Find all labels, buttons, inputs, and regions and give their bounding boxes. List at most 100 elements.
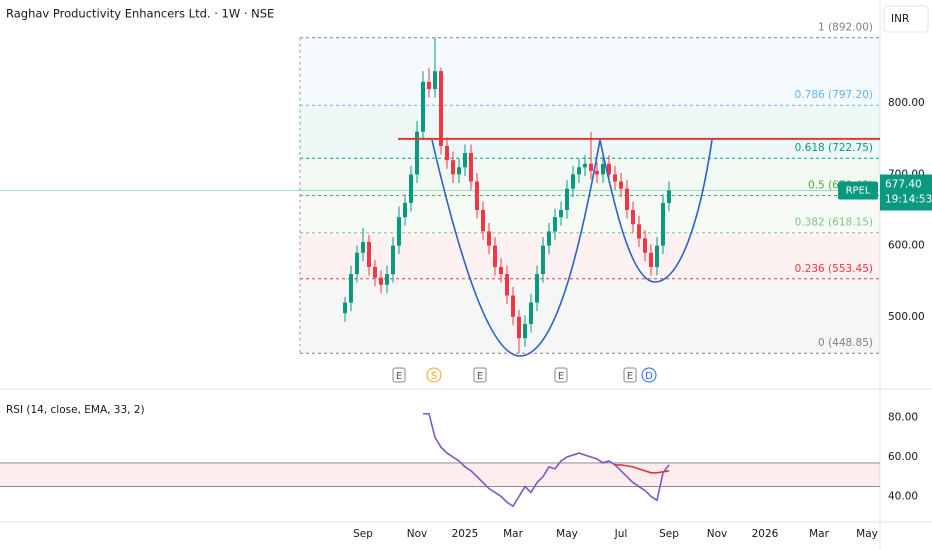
x-tick-label: Mar <box>503 528 523 540</box>
candle-body <box>403 202 407 218</box>
x-tick-label: May <box>556 528 578 540</box>
event-label: E <box>558 371 564 382</box>
mark-layer <box>343 37 671 508</box>
candle-body <box>457 167 461 175</box>
candle-body <box>409 174 413 203</box>
candle-body <box>589 163 593 171</box>
candle-body <box>631 210 635 225</box>
x-tick-label: May <box>856 528 878 540</box>
candle-body <box>613 174 617 182</box>
last-price: 677.40 <box>885 179 922 191</box>
candle-body <box>469 153 473 182</box>
candle-body <box>535 274 539 303</box>
event-marker <box>473 367 487 383</box>
candle-body <box>421 81 425 132</box>
candle-body <box>349 274 353 303</box>
event-marker <box>623 367 637 383</box>
event-label: E <box>627 371 633 382</box>
candle-body <box>667 190 671 203</box>
candle-body <box>415 131 419 175</box>
cup-curve <box>431 139 601 357</box>
candle-body <box>571 174 575 189</box>
event-label: D <box>645 371 653 382</box>
y-tick-label: 40.00 <box>888 490 918 502</box>
y-tick-label: 500.00 <box>888 311 925 323</box>
candle-body <box>505 274 509 296</box>
candle-body <box>649 252 653 267</box>
fib-zone <box>300 232 880 279</box>
candle-body <box>499 266 503 275</box>
candle-body <box>643 238 647 253</box>
fib-zone <box>300 37 880 106</box>
candle-body <box>517 316 521 339</box>
rsi-title: RSI (14, close, EMA, 33, 2) <box>6 404 145 416</box>
fib-label: 0.618 (722.75) <box>795 142 873 154</box>
y-tick-label: 800.00 <box>888 97 925 109</box>
candle-body <box>559 210 563 218</box>
currency-box[interactable] <box>883 5 929 33</box>
x-tick-label: Nov <box>707 528 728 540</box>
currency: INR <box>891 13 909 25</box>
candle-body <box>619 181 623 189</box>
candle-body <box>463 153 467 168</box>
event-marker <box>554 367 568 383</box>
y-tick-label: 600.00 <box>888 240 925 252</box>
candle-body <box>565 188 569 211</box>
event-marker <box>392 367 406 383</box>
candle-body <box>385 274 389 285</box>
x-tick-label: 2026 <box>752 528 779 540</box>
fib-label: 0.786 (797.20) <box>795 89 873 101</box>
overlay-layer: Sep Nov 2025 Mar May Jul Sep Nov 2026 Mar May 500.0… <box>353 97 932 540</box>
y-tick-label: 80.00 <box>888 412 918 424</box>
countdown: 19:14:53 <box>885 194 932 206</box>
event-label: S <box>431 371 437 382</box>
candle-body <box>529 302 533 324</box>
candle-body <box>637 224 641 239</box>
rsi-line <box>423 412 670 508</box>
candle-body <box>655 245 659 267</box>
event-marker <box>641 367 657 383</box>
y-tick-label: 60.00 <box>888 451 918 463</box>
fib-label: 0 (448.85) <box>818 337 873 349</box>
candle-body <box>355 252 359 275</box>
x-tick-label: Sep <box>659 528 679 540</box>
candle-body <box>451 160 455 175</box>
fib-label: 0.236 (553.45) <box>795 263 873 275</box>
ticker-badge <box>838 181 878 200</box>
chart-title: Raghav Productivity Enhancers Ltd. · 1W … <box>6 7 274 21</box>
candle-body <box>583 163 587 168</box>
candle-body <box>439 71 443 146</box>
candle-body <box>433 71 437 89</box>
candle-body <box>511 295 515 317</box>
candle-body <box>523 323 527 339</box>
rsi-line <box>615 464 670 474</box>
x-tick-label: Mar <box>809 528 829 540</box>
x-tick-label: 2025 <box>452 528 479 540</box>
candle-body <box>493 245 497 267</box>
event-label: E <box>477 371 483 382</box>
handle-curve <box>599 139 713 283</box>
candle-body <box>343 302 347 314</box>
candle-body <box>595 170 599 175</box>
price-badge <box>880 174 932 211</box>
event-label: E <box>396 371 402 382</box>
candle-body <box>481 210 485 232</box>
rsi-band <box>0 462 880 487</box>
x-tick-label: Jul <box>614 528 628 540</box>
fib-zone <box>300 195 880 233</box>
candle-body <box>391 245 395 275</box>
candle-body <box>553 217 557 232</box>
x-tick-label: Sep <box>353 528 373 540</box>
candle-body <box>367 242 371 267</box>
fib-zone <box>300 105 880 159</box>
candle-body <box>373 266 377 278</box>
candle-body <box>625 188 629 211</box>
candle-body <box>541 245 545 275</box>
fib-zone <box>300 278 880 354</box>
candle-body <box>475 181 479 211</box>
candle-body <box>427 81 431 89</box>
candle-body <box>607 163 611 175</box>
candle-body <box>601 163 605 175</box>
